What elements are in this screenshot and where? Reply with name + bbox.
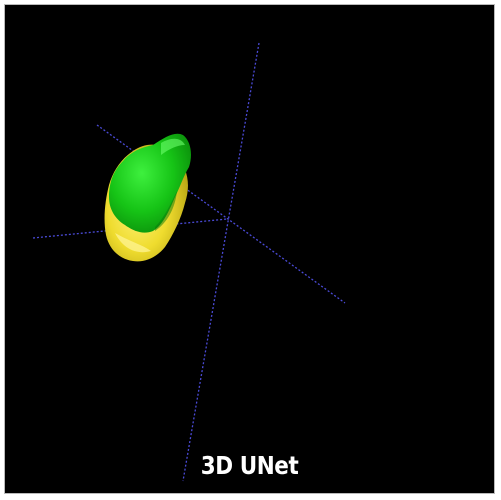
3d-viewport[interactable]: 3D UNet <box>4 4 495 494</box>
yellow-region-highlight <box>115 233 151 253</box>
axis-vertical <box>182 42 260 482</box>
model-caption: 3D UNet <box>200 451 299 480</box>
green-region-shadow <box>155 191 177 231</box>
green-region-highlight <box>161 138 185 155</box>
axis-diagonal <box>96 124 346 304</box>
scene-canvas <box>32 42 346 482</box>
green-region-mesh <box>109 133 191 233</box>
